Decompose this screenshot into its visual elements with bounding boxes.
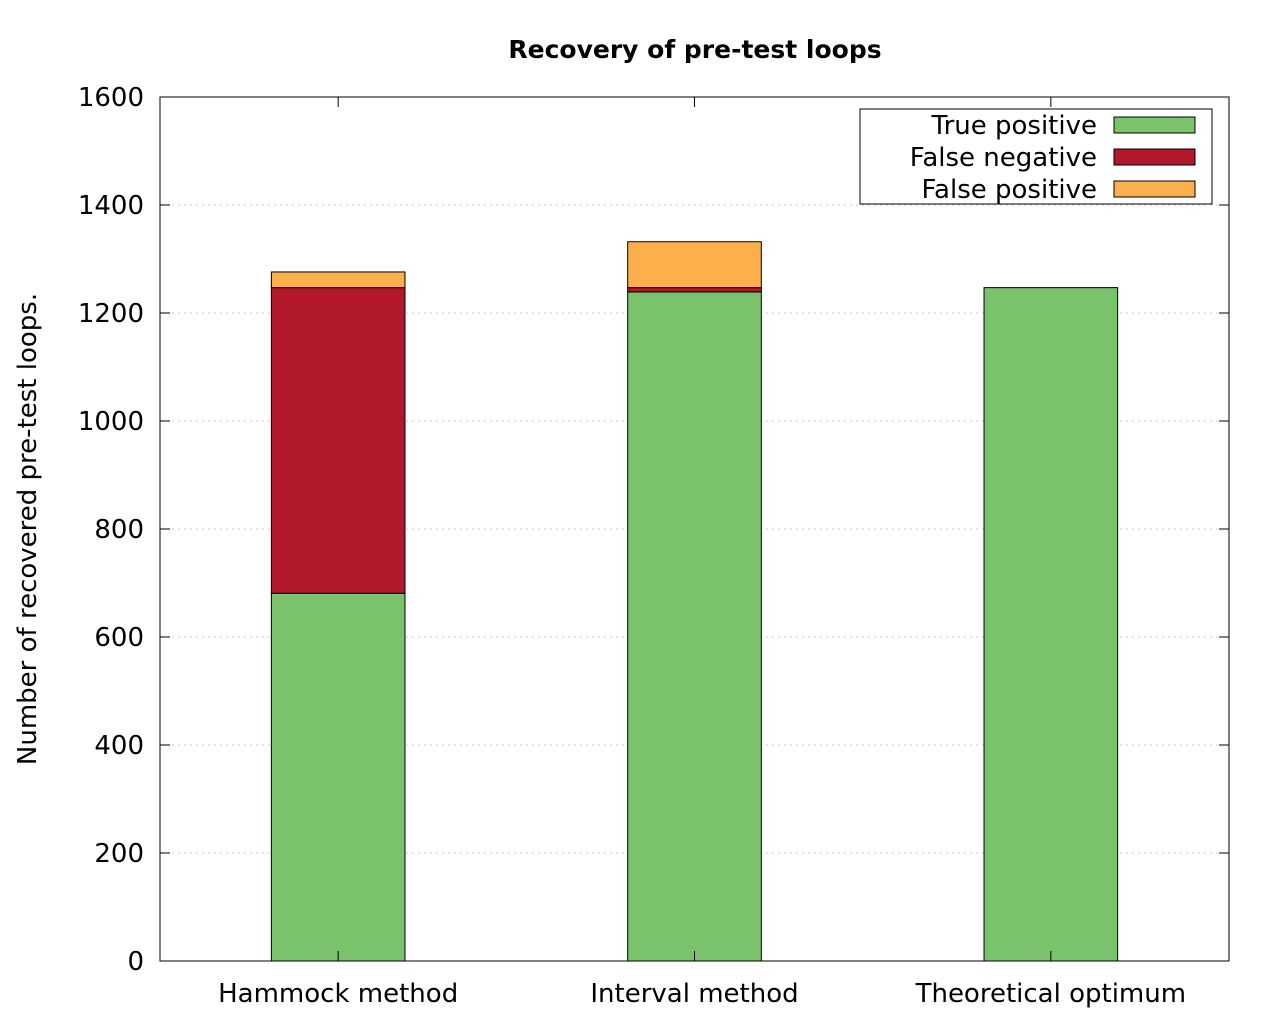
legend-swatch — [1113, 180, 1196, 198]
bar-segment-false-positive — [270, 271, 406, 289]
x-tick-label: Theoretical optimum — [915, 979, 1186, 1009]
legend-label: False negative — [910, 143, 1097, 173]
bars — [270, 241, 1119, 962]
y-tick-label: 400 — [94, 731, 144, 761]
y-axis-label: Number of recovered pre-test loops. — [13, 293, 43, 765]
y-tick-label: 1600 — [78, 83, 144, 113]
y-tick-labels: 0 200 400 600 800 1000 1200 1400 1600 — [78, 83, 144, 977]
legend-label: True positive — [931, 111, 1097, 141]
bar-segment-true-positive — [983, 287, 1119, 962]
y-tick-label: 200 — [94, 839, 144, 869]
y-tick-label: 1000 — [78, 407, 144, 437]
bar-segment-false-negative — [627, 287, 762, 293]
axis-ticks — [160, 96, 1229, 962]
legend-label: False positive — [921, 175, 1097, 205]
y-tick-label: 800 — [94, 515, 144, 545]
bar-segment-true-positive — [270, 592, 406, 962]
legend-swatch — [1113, 148, 1196, 166]
bar-segment-false-positive — [627, 241, 762, 289]
y-tick-label: 600 — [94, 623, 144, 653]
x-tick-label: Hammock method — [218, 979, 458, 1009]
bar-segment-false-negative — [270, 287, 406, 594]
x-tick-label: Interval method — [590, 979, 798, 1009]
bar-segment-true-positive — [627, 291, 762, 962]
legend-swatch — [1113, 116, 1196, 134]
y-tick-label: 1400 — [78, 191, 144, 221]
y-tick-label: 0 — [127, 947, 144, 977]
x-tick-labels: Hammock method Interval method Theoretical… — [218, 979, 1186, 1009]
chart-title: Recovery of pre-test loops — [508, 35, 881, 64]
y-tick-label: 1200 — [78, 299, 144, 329]
